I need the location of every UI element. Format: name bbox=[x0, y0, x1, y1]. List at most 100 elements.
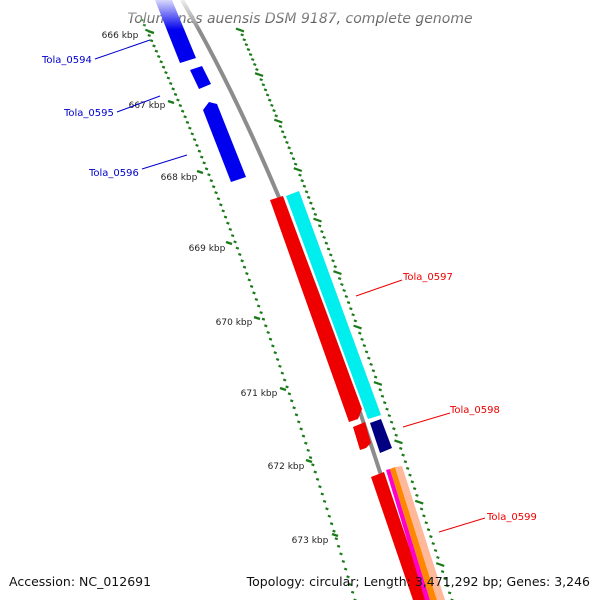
gc-dot bbox=[308, 456, 313, 460]
gc-dot bbox=[228, 227, 233, 231]
leader-line-tola-0595 bbox=[116, 95, 161, 113]
gc-dot bbox=[207, 173, 211, 177]
gc-dot bbox=[240, 33, 244, 37]
gc-dot bbox=[342, 288, 346, 293]
gc-dot bbox=[211, 185, 216, 189]
gene-label-tola-0594[interactable]: Tola_0594 bbox=[41, 55, 92, 66]
gc-dot bbox=[410, 480, 415, 484]
gene-label-tola-0598[interactable]: Tola_0598 bbox=[449, 405, 500, 416]
gene-labels: Tola_0594 Tola_0595 Tola_0596 Tola_0597 … bbox=[41, 39, 537, 533]
gc-dot bbox=[145, 28, 149, 32]
gc-dot bbox=[270, 103, 274, 107]
gc-dot bbox=[278, 124, 283, 128]
gene-tola-0595[interactable] bbox=[190, 66, 211, 89]
gc-dot bbox=[226, 221, 230, 225]
gene-tola-0597[interactable] bbox=[270, 196, 362, 422]
gc-dot bbox=[422, 514, 426, 518]
gc-dot bbox=[329, 522, 334, 526]
gc-dot bbox=[287, 146, 291, 150]
gc-dot bbox=[280, 371, 285, 375]
kbp-tick-mark bbox=[196, 169, 204, 175]
feature-stripe-magenta[interactable] bbox=[386, 469, 430, 600]
gc-dot bbox=[152, 44, 156, 48]
gene-label-tola-0595[interactable]: Tola_0595 bbox=[63, 108, 114, 119]
gc-dot bbox=[334, 537, 339, 541]
gene-tola-0598[interactable] bbox=[353, 422, 371, 450]
gc-dot bbox=[291, 157, 296, 161]
gc-dot bbox=[209, 179, 214, 183]
forward-strand-genes bbox=[270, 196, 427, 600]
gc-dot bbox=[289, 151, 294, 155]
gc-dot bbox=[230, 234, 235, 238]
gc-dot bbox=[261, 317, 266, 321]
gc-dot bbox=[246, 48, 251, 52]
feature-cyan-block[interactable] bbox=[286, 191, 381, 419]
gc-dot bbox=[378, 388, 382, 392]
gc-dot bbox=[309, 201, 313, 205]
gc-dot bbox=[306, 195, 311, 199]
gene-tola-0594[interactable] bbox=[155, 0, 196, 63]
feature-stripe-orange[interactable] bbox=[390, 467, 437, 600]
kbp-scale: 666 kbp 667 kbp 668 kbp 669 kbp 670 kbp 671 k… bbox=[102, 29, 339, 546]
gene-tola-0596[interactable] bbox=[203, 102, 246, 182]
gc-dot bbox=[320, 230, 324, 234]
gc-dot bbox=[332, 529, 336, 533]
gc-dot bbox=[282, 378, 287, 382]
gene-label-tola-0596[interactable]: Tola_0596 bbox=[88, 168, 139, 179]
gc-dot bbox=[168, 81, 173, 85]
gc-dot bbox=[373, 380, 383, 386]
accession-text: Accession: NC_012691 bbox=[9, 574, 151, 589]
kbp-tick-label: 672 kbp bbox=[268, 462, 305, 472]
leader-line-tola-0599 bbox=[438, 517, 486, 533]
kbp-tick-label: 667 kbp bbox=[129, 101, 166, 111]
gc-dot bbox=[204, 167, 209, 171]
gc-dot bbox=[322, 499, 327, 503]
gc-dot bbox=[235, 246, 240, 250]
gc-dot bbox=[299, 427, 303, 431]
gc-dot bbox=[166, 76, 171, 80]
gc-dot bbox=[171, 87, 175, 91]
gc-dot bbox=[351, 313, 355, 317]
gc-dot bbox=[301, 434, 306, 438]
kbp-tick-label: 668 kbp bbox=[161, 173, 198, 183]
feature-stripe-group bbox=[386, 466, 445, 600]
gc-dot bbox=[362, 344, 367, 348]
feature-stripe-peach[interactable] bbox=[395, 466, 445, 600]
feature-navy-block[interactable] bbox=[370, 419, 392, 453]
gc-dot bbox=[238, 252, 242, 256]
gc-dot bbox=[429, 535, 433, 539]
gene-label-tola-0597[interactable]: Tola_0597 bbox=[402, 272, 453, 283]
gc-dot bbox=[159, 60, 163, 64]
gc-dot bbox=[350, 590, 355, 594]
gc-dot bbox=[313, 217, 322, 223]
kbp-tick-mark bbox=[225, 240, 233, 246]
gc-dot bbox=[164, 71, 168, 75]
gc-dot bbox=[353, 324, 362, 330]
gc-dot bbox=[149, 39, 154, 43]
gc-dot bbox=[233, 240, 237, 244]
gc-dot bbox=[364, 350, 369, 354]
genome-info-text: Topology: circular; Length: 3,471,292 bp… bbox=[246, 574, 590, 589]
gc-dot bbox=[247, 278, 252, 282]
kbp-tick-label: 673 kbp bbox=[292, 536, 329, 546]
gc-dot bbox=[273, 351, 278, 355]
gene-label-tola-0599[interactable]: Tola_0599 bbox=[486, 512, 537, 523]
gc-dot bbox=[337, 276, 342, 281]
gc-dot bbox=[275, 357, 280, 361]
gc-dot bbox=[399, 446, 403, 450]
gc-dot bbox=[142, 23, 147, 27]
gc-dot bbox=[249, 284, 254, 288]
gc-dot bbox=[445, 584, 450, 588]
gc-dot bbox=[298, 173, 302, 177]
gc-dot bbox=[403, 460, 408, 464]
gc-dot bbox=[435, 562, 445, 567]
gc-dot bbox=[327, 514, 332, 518]
gc-dot bbox=[313, 470, 317, 474]
gc-dot bbox=[415, 493, 419, 497]
gene-tola-0599[interactable] bbox=[371, 472, 427, 600]
gc-dot bbox=[443, 577, 447, 581]
gc-dot bbox=[254, 72, 264, 78]
gc-content-track-right bbox=[235, 27, 454, 600]
gc-dot bbox=[392, 427, 396, 431]
